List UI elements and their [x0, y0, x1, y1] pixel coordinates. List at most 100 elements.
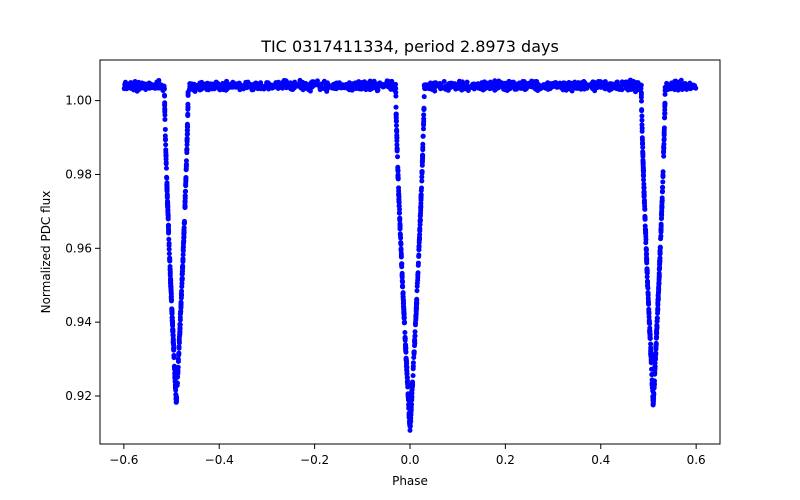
- data-point: [388, 86, 394, 92]
- data-point: [644, 279, 650, 285]
- data-point: [592, 88, 598, 94]
- data-point: [418, 205, 424, 211]
- data-point: [413, 304, 419, 310]
- data-point: [404, 375, 410, 381]
- data-point: [647, 332, 653, 337]
- data-point: [549, 81, 555, 87]
- data-point: [412, 329, 418, 335]
- data-point: [403, 363, 409, 369]
- data-point: [393, 104, 399, 110]
- data-point: [178, 299, 184, 305]
- data-point: [652, 356, 658, 362]
- data-point: [437, 85, 443, 91]
- data-point: [614, 79, 620, 85]
- data-point: [302, 81, 308, 87]
- data-point: [330, 82, 336, 88]
- data-point: [640, 173, 646, 179]
- data-point: [651, 393, 656, 399]
- data-point: [397, 223, 403, 229]
- data-point: [417, 232, 423, 238]
- data-point: [217, 87, 223, 93]
- data-point: [644, 274, 650, 280]
- data-point: [393, 86, 399, 91]
- data-point: [399, 272, 405, 278]
- data-point: [483, 81, 489, 87]
- data-point: [181, 227, 187, 233]
- data-point: [167, 264, 173, 270]
- data-point: [405, 391, 411, 397]
- data-point: [166, 236, 172, 242]
- data-point: [660, 169, 666, 175]
- data-point: [634, 84, 640, 90]
- data-point: [657, 251, 663, 257]
- data-point: [169, 314, 175, 320]
- data-point: [213, 82, 219, 88]
- x-axis: −0.6 −0.4 −0.2 0.0 0.2 0.4 0.6: [109, 444, 706, 467]
- data-point: [184, 128, 190, 134]
- data-point: [661, 125, 667, 131]
- y-tick-label: 0.94: [65, 315, 92, 329]
- data-point: [383, 82, 389, 88]
- data-point: [207, 85, 213, 91]
- data-point: [400, 284, 406, 290]
- data-point: [166, 222, 172, 228]
- data-point: [190, 84, 196, 90]
- data-point: [648, 359, 654, 365]
- data-point: [156, 79, 161, 85]
- data-point: [419, 174, 425, 180]
- data-point: [166, 230, 171, 236]
- data-point: [395, 168, 401, 174]
- data-point: [609, 81, 615, 87]
- x-tick-label: −0.2: [300, 453, 329, 467]
- data-point: [389, 78, 395, 84]
- data-point: [662, 91, 668, 97]
- data-point: [659, 211, 664, 217]
- data-point: [283, 83, 289, 89]
- data-point: [660, 179, 666, 185]
- data-point: [655, 310, 661, 316]
- data-point: [402, 335, 408, 341]
- data-point: [411, 339, 417, 344]
- data-point: [249, 84, 255, 90]
- data-point: [178, 292, 184, 298]
- data-point: [394, 142, 400, 148]
- data-point: [397, 215, 403, 221]
- data-point: [516, 85, 522, 91]
- data-point: [178, 305, 184, 311]
- data-point: [645, 292, 651, 298]
- data-point: [401, 315, 407, 321]
- data-point: [183, 158, 189, 164]
- data-point: [641, 181, 647, 187]
- data-point: [628, 78, 634, 84]
- data-point: [411, 349, 417, 355]
- data-point: [394, 127, 400, 133]
- data-point: [687, 80, 693, 86]
- data-point: [403, 347, 409, 352]
- data-point: [176, 352, 182, 358]
- data-point: [162, 133, 168, 139]
- data-point: [639, 98, 645, 104]
- data-point: [180, 248, 186, 254]
- data-point: [183, 166, 189, 172]
- data-point: [394, 148, 400, 154]
- data-point: [169, 310, 175, 316]
- data-point: [658, 227, 664, 233]
- data-point: [649, 380, 655, 386]
- data-point: [393, 89, 399, 95]
- data-point: [240, 84, 246, 90]
- data-point: [324, 81, 330, 87]
- data-point: [454, 82, 460, 88]
- data-point: [421, 112, 427, 118]
- data-point: [185, 111, 191, 117]
- data-point: [419, 178, 425, 184]
- data-point: [395, 154, 401, 160]
- data-point: [641, 185, 647, 191]
- x-tick-label: 0.4: [591, 453, 610, 467]
- data-point: [170, 337, 176, 343]
- data-point: [245, 79, 251, 85]
- data-point: [394, 135, 400, 141]
- data-point: [641, 190, 647, 196]
- data-point: [172, 372, 178, 378]
- data-point: [420, 133, 426, 139]
- data-point: [407, 423, 413, 429]
